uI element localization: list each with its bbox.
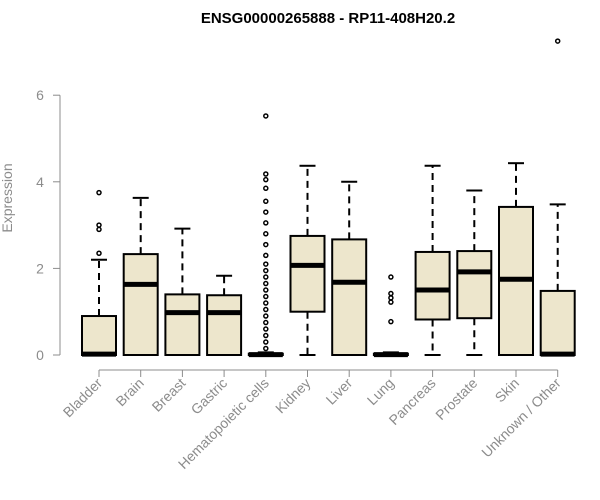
outlier-point: [388, 318, 394, 325]
outlier-point: [263, 326, 269, 332]
outlier-point: [263, 306, 269, 313]
outlier-point: [388, 295, 394, 301]
box-breast: [164, 227, 201, 357]
category-label: Breast: [149, 375, 189, 415]
outlier-point: [388, 274, 394, 280]
outlier-point: [96, 250, 102, 256]
y-tick-label: 2: [36, 260, 44, 276]
outlier-point: [263, 267, 269, 274]
box-kidney: [289, 164, 326, 356]
box-body: [81, 315, 117, 356]
outlier-point: [96, 222, 102, 228]
box-body: [331, 238, 368, 357]
outlier-point: [263, 113, 269, 119]
box-body: [456, 250, 493, 320]
outlier-point: [96, 189, 102, 196]
outlier-point: [96, 226, 102, 233]
box-bladder: [81, 189, 117, 357]
y-tick-label: 4: [36, 174, 44, 190]
box-skin: [498, 162, 534, 356]
outlier-point: [263, 332, 269, 339]
category-label: Brain: [112, 375, 146, 409]
outlier-point: [263, 345, 269, 352]
chart-title: ENSG00000265888 - RP11-408H20.2: [201, 10, 455, 27]
outlier-point: [263, 198, 269, 205]
box-gastric: [206, 274, 243, 357]
outlier-point: [263, 274, 269, 280]
box-body: [289, 234, 326, 313]
box-lung: [372, 274, 409, 358]
category-label: Kidney: [272, 375, 314, 417]
y-tick-label: 6: [36, 87, 44, 103]
category-label: Prostate: [432, 375, 480, 423]
box-prostate: [456, 189, 493, 356]
boxes-group: [81, 38, 576, 358]
box-body: [206, 294, 243, 357]
outlier-point: [263, 231, 269, 237]
outlier-point: [263, 319, 269, 326]
box-body: [164, 293, 201, 357]
box-pancreas: [414, 164, 451, 356]
x-axis: [98, 369, 559, 377]
outlier-point: [554, 38, 561, 44]
outlier-point: [263, 252, 269, 259]
category-label: Lung: [364, 375, 397, 408]
category-label: Bladder: [60, 375, 106, 421]
outlier-point: [263, 261, 269, 267]
outlier-point: [388, 299, 394, 305]
category-label: Unknown / Other: [478, 375, 564, 461]
y-axis-label: Expression: [0, 163, 15, 232]
outlier-point: [263, 220, 269, 226]
outlier-point: [388, 290, 394, 297]
outlier-point: [263, 313, 269, 319]
outlier-point: [263, 287, 269, 293]
outlier-point: [263, 185, 269, 192]
outlier-point: [263, 293, 269, 300]
outlier-point: [263, 339, 269, 345]
box-body: [414, 250, 451, 321]
y-axis: 0 2 4 6: [36, 87, 61, 363]
category-label: Skin: [492, 375, 523, 406]
outlier-point: [263, 241, 269, 248]
box-body: [539, 289, 576, 356]
outlier-point: [263, 176, 269, 183]
box-liver: [331, 180, 368, 357]
box-body: [122, 253, 159, 356]
box-unknown-other: [539, 38, 576, 357]
outlier-point: [263, 300, 269, 306]
category-label: Liver: [323, 375, 356, 408]
outlier-point: [263, 209, 269, 215]
outlier-point: [263, 171, 269, 177]
outlier-point: [263, 280, 269, 287]
box-brain: [122, 196, 159, 356]
box-hematopoietic-cells: [247, 113, 284, 358]
y-tick-label: 0: [36, 347, 44, 363]
